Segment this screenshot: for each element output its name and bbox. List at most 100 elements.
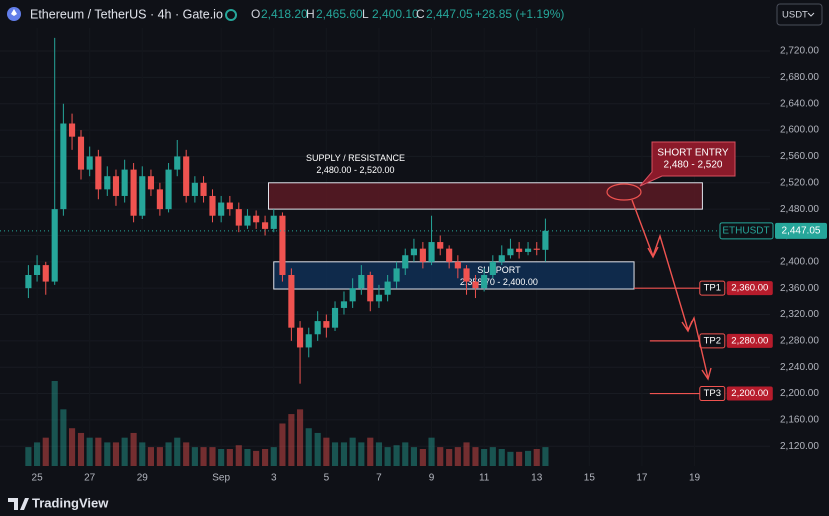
y-tick-label: 2,280.00 [780,335,819,346]
zone-label: SUPPORT [477,265,521,275]
last-price-name-box [719,222,774,240]
volume-bar [524,450,532,466]
volume-bar [437,447,444,466]
candle-body [428,242,435,262]
volume-bar [34,442,41,466]
x-tick-label: 3 [271,473,277,484]
candle-body [410,248,417,256]
currency-label[interactable]: USDT [782,10,808,21]
candle-body [25,274,32,289]
candle-body [489,261,496,275]
candle-body [253,215,260,223]
y-tick-label: 2,640.00 [780,98,819,109]
volume-bar [323,437,330,466]
ohlc-value: 2,400.10 [372,7,419,21]
candle-body [314,321,321,335]
x-tick-label: Sep [212,473,230,484]
candle-body [191,182,198,196]
y-tick-label: 2,520.00 [780,177,819,188]
volume-bar [358,442,365,466]
candle-body [130,169,137,216]
volume-bar [393,445,400,466]
candle-body [331,307,339,328]
x-tick-label: 19 [689,473,701,484]
volume-bar [156,447,163,466]
ohlc-key: C [416,7,425,21]
target-price-box [726,333,773,348]
arrow-head [681,320,693,333]
candle-body [165,169,172,210]
volume-bar [112,442,120,466]
candle-body [296,327,304,348]
y-tick-label: 2,320.00 [780,309,819,320]
x-tick-label: 17 [636,473,648,484]
volume-bar [367,437,374,466]
volume-bar [60,409,67,466]
zone-label: SUPPLY / RESISTANCE [306,153,405,163]
target-name: TP2 [704,335,721,346]
volume-bar [481,449,488,466]
arrow-head [701,367,712,381]
candle-body [121,169,128,196]
grid: 2,120.00 2,160.00 2,200.00 2,240.00 2,280.00… [0,28,819,484]
x-tick-label: 13 [531,473,543,484]
x-tick-label: 9 [429,473,435,484]
y-tick-label: 2,680.00 [780,72,819,83]
candle-body [174,156,181,170]
target-price-box [726,281,773,296]
volume-bar [165,442,172,466]
ohlc-key: H [306,7,315,21]
candle-body [384,281,391,295]
candle-body [524,248,532,252]
volume-bar [454,447,461,466]
volume-bar [86,437,93,466]
volume-bar [516,451,523,466]
candle-body [104,176,111,190]
candle-body [279,215,286,275]
status-dot [225,9,237,21]
overlay-layer: ETHUSDT 2,447.05 TP1 2,360.00 TP2 2,280.00 TP3… [0,222,827,402]
candle-body [533,248,540,250]
chart-title: Ethereum / TetherUS · 4h · Gate.io [30,7,223,21]
volume-bar [428,437,435,466]
x-tick-label: 15 [584,473,596,484]
x-tick-label: 7 [376,473,382,484]
zone-layer: SUPPLY / RESISTANCE 2,480.00 - 2,520.00 SU… [268,153,703,290]
volume-bar [305,428,312,466]
volume-bar [104,442,111,466]
brand-name: TradingView [32,495,109,510]
ohlc-value: 2,418.20 [261,7,308,21]
ohlc-value: 2,447.05 [426,7,473,21]
candle-body [86,156,93,170]
candle-body [270,215,277,229]
target-name: TP3 [704,388,721,399]
x-tick-label: 29 [137,473,149,484]
volume-bar [191,447,198,466]
zone-box [273,261,635,290]
target-name: TP1 [704,283,721,294]
candle-body [95,156,102,190]
y-tick-label: 2,480.00 [780,204,819,215]
dropdown-chevron[interactable] [807,12,815,17]
ohlc-value: 2,465.60 [316,7,363,21]
candle-body [358,274,365,289]
callout-box [639,141,736,187]
volume-bar [209,447,216,466]
currency-dropdown[interactable] [776,3,823,26]
candle-body [507,248,514,256]
volume-layer [25,381,549,466]
candle-body [68,123,76,137]
candle-body [226,202,233,210]
candle-body [437,242,444,249]
volume-bar [533,449,540,466]
candle-body [156,189,163,210]
candle-body [262,222,269,229]
target-price: 2,360.00 [731,283,768,294]
arrow-head [647,246,659,259]
volume-bar [174,437,181,466]
volume-bar [130,432,137,466]
candle-body [112,176,120,196]
y-tick-label: 2,360.00 [780,283,819,294]
candle-body [323,321,330,328]
